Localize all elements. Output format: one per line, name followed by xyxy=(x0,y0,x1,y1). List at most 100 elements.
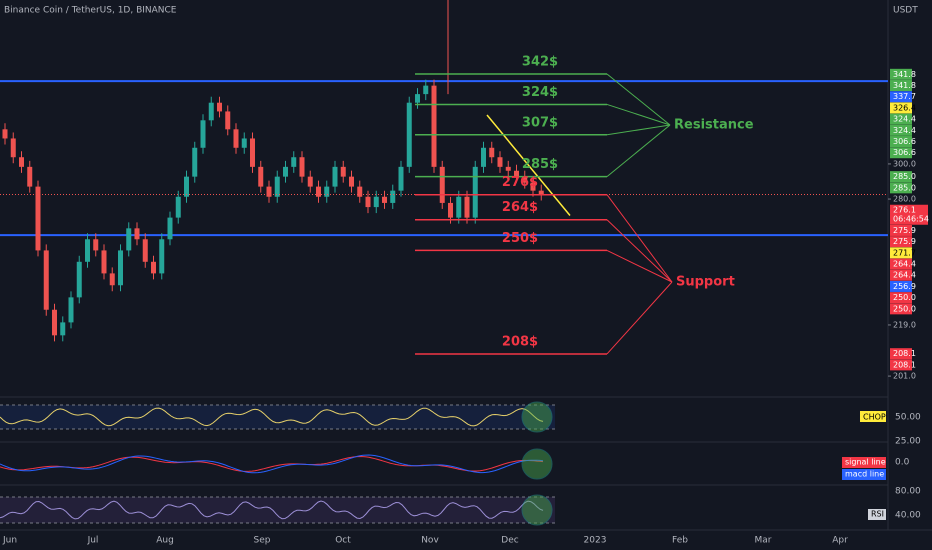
candle xyxy=(134,228,140,240)
currency: USDT xyxy=(893,6,918,16)
candle xyxy=(233,129,239,148)
indicator-name: CHOP xyxy=(863,413,886,422)
price-label: 306.6 xyxy=(893,137,916,146)
candle xyxy=(10,138,16,158)
level-label: 208$ xyxy=(502,334,538,349)
level-label: 250$ xyxy=(502,231,538,246)
price-label: 250.0 xyxy=(893,304,916,313)
price-label: 208.1 xyxy=(893,349,916,358)
price-label: 276.1 xyxy=(893,206,916,215)
x-axis-label: Sep xyxy=(254,536,271,546)
candle xyxy=(464,196,470,218)
candle xyxy=(357,186,363,197)
candle xyxy=(142,239,148,262)
arrow xyxy=(606,124,671,136)
candle xyxy=(283,166,288,177)
countdown: 06:46:54 xyxy=(893,215,929,224)
signal-line xyxy=(0,455,544,472)
candle xyxy=(307,176,313,187)
x-axis-label: Nov xyxy=(421,536,439,546)
price-tag xyxy=(890,113,912,125)
tag xyxy=(842,457,886,468)
candle xyxy=(68,297,74,323)
candle xyxy=(349,176,354,187)
price-label: 341.8 xyxy=(893,70,916,79)
x-axis-label: Oct xyxy=(335,536,351,546)
price-tag xyxy=(890,280,912,292)
arrow xyxy=(606,194,673,283)
price-tag xyxy=(890,136,912,148)
candle xyxy=(340,166,346,177)
candle xyxy=(159,239,165,274)
candle xyxy=(76,261,82,298)
candle xyxy=(93,239,99,251)
indicator-name: signal line xyxy=(845,458,886,467)
price-tag xyxy=(890,292,912,304)
annotation: Support xyxy=(676,275,735,290)
candle xyxy=(324,186,330,197)
candle xyxy=(151,261,156,274)
price-tag xyxy=(890,258,912,270)
candle xyxy=(35,186,41,251)
price-label: 256.9 xyxy=(893,282,916,291)
price-tag xyxy=(890,247,912,259)
candle xyxy=(266,186,272,197)
candle xyxy=(316,186,321,197)
indicator-tick: 25.00 xyxy=(895,437,921,447)
candle xyxy=(398,166,404,191)
highlight xyxy=(521,401,553,433)
candle xyxy=(415,94,420,103)
x-axis-label: Dec xyxy=(501,536,518,546)
tag xyxy=(842,469,886,480)
price-tag xyxy=(890,124,912,136)
candle xyxy=(101,250,107,274)
x-axis-label: 2023 xyxy=(584,536,607,546)
candle xyxy=(299,157,305,177)
price-label: 264.4 xyxy=(893,271,916,280)
price-label: 271.7 xyxy=(893,248,916,257)
candle xyxy=(431,85,437,167)
candle xyxy=(382,196,387,203)
indicator-name: RSI xyxy=(871,510,884,519)
arrow xyxy=(606,73,671,126)
level-label: 324$ xyxy=(522,85,558,100)
candle xyxy=(390,190,396,203)
price-tag xyxy=(890,102,912,114)
candle xyxy=(225,111,231,130)
candle xyxy=(423,85,429,95)
x-axis-label: Mar xyxy=(755,536,772,546)
x-axis-label: Feb xyxy=(672,536,688,546)
symbol-title: Binance Coin / TetherUS, 1D, BINANCE xyxy=(4,6,177,16)
highlight xyxy=(521,448,553,480)
price-tag xyxy=(890,68,912,80)
level-label: 285$ xyxy=(522,157,558,172)
price-label: 250.0 xyxy=(893,293,916,302)
price-label: 324.4 xyxy=(893,126,916,135)
candle xyxy=(192,147,198,177)
x-axis-label: Apr xyxy=(832,536,848,546)
price-tag xyxy=(890,147,912,159)
candle xyxy=(332,166,338,187)
tag xyxy=(860,411,886,422)
tag xyxy=(868,509,886,520)
indicator-tick: 0.0 xyxy=(895,458,910,468)
candle xyxy=(27,166,33,187)
price-tag xyxy=(890,224,912,236)
price-tag xyxy=(890,91,912,103)
arrow xyxy=(606,103,671,126)
price-label: 208.1 xyxy=(893,360,916,369)
price-tag xyxy=(890,236,912,248)
candle xyxy=(217,102,222,112)
level-label: 342$ xyxy=(522,55,558,70)
price-tag xyxy=(890,303,912,315)
price-label: 264.4 xyxy=(893,260,916,269)
price-label: 275.9 xyxy=(893,237,916,246)
candle xyxy=(60,322,66,336)
candle xyxy=(241,138,247,148)
price-label: 324.4 xyxy=(893,115,916,124)
price-tag xyxy=(890,359,912,371)
price-label: 280.0 xyxy=(893,195,916,204)
candle xyxy=(530,182,536,191)
level-label: 307$ xyxy=(522,115,558,130)
